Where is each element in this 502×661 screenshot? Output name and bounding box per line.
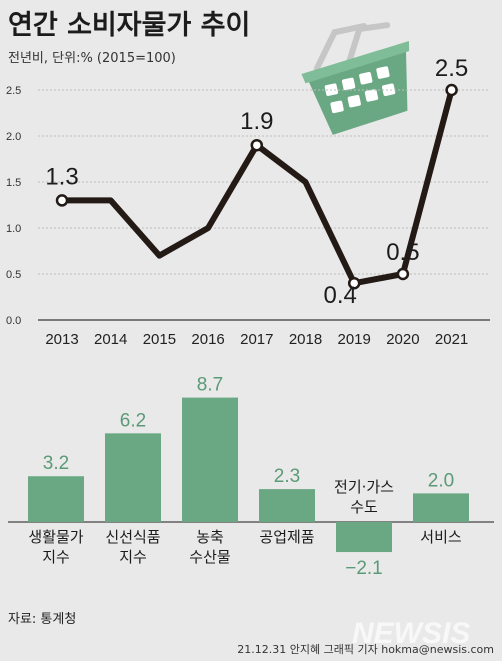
y-tick-label: 0.5 [6,269,21,281]
data-label: 2.5 [435,55,468,82]
bar-value-label: −2.1 [345,558,383,579]
page-title: 연간 소비자물가 추이 [8,10,250,41]
data-label: 1.9 [240,108,273,135]
bar-value-label: 2.0 [428,470,454,491]
x-tick-label: 2017 [240,331,273,348]
credit-line: 21.12.31 안지혜 그래픽 기자 hokma@newsis.com [237,643,494,656]
bar-category-label: 공업제품 [259,528,314,546]
bar-category-label: 농축 [196,528,224,546]
bar [413,493,469,522]
x-tick-label: 2018 [289,331,322,348]
x-tick-label: 2016 [191,331,224,348]
bar-category-label: 수도 [350,498,378,516]
y-tick-label: 1.5 [6,177,21,189]
data-point [396,267,410,281]
y-tick-label: 0.0 [6,315,21,327]
source-note: 자료: 통계청 [8,612,76,627]
bar-category-label: 수산물 [189,548,230,566]
bar-value-label: 6.2 [120,410,146,431]
data-label: 0.4 [324,282,357,309]
line-chart: 0.0 0.5 1.0 1.5 2.0 2.5 2013 2014 2015 2016 2017 20… [6,55,490,348]
watermark-logo: NEWSIS [352,617,470,650]
x-tick-label: 2014 [94,331,127,348]
shopping-basket-icon [301,22,410,135]
bar-category-label: 생활물가 [28,528,83,546]
bar-value-label: 8.7 [197,375,223,396]
bar-category-label: 서비스 [420,528,462,546]
data-label: 1.3 [45,163,78,190]
bar-category-label: 지수 [42,548,70,566]
y-tick-label: 2.5 [6,85,21,97]
bar-category-label: 신선식품 [105,528,160,546]
data-point [445,83,458,97]
bar [182,397,238,522]
page-subtitle: 전년비, 단위:% (2015=100) [8,51,176,66]
data-point [250,138,264,152]
bar [259,489,315,522]
x-tick-label: 2015 [143,331,176,348]
bar-category-label: 지수 [119,548,147,566]
x-tick-label: 2019 [338,331,371,348]
x-tick-label: 2020 [386,331,419,348]
bar [28,476,84,522]
x-tick-label: 2013 [45,331,78,348]
bar-value-label: 3.2 [43,453,69,474]
bar [336,522,392,553]
x-tick-label: 2021 [435,331,468,348]
bar-category-label: 전기·가스 [334,478,394,496]
data-label: 0.5 [386,239,419,266]
y-tick-label: 2.0 [6,131,21,143]
bar-value-label: 2.3 [274,466,300,487]
data-point [55,194,69,207]
bar [105,433,161,522]
data-point [347,276,361,290]
y-tick-label: 1.0 [6,223,21,235]
